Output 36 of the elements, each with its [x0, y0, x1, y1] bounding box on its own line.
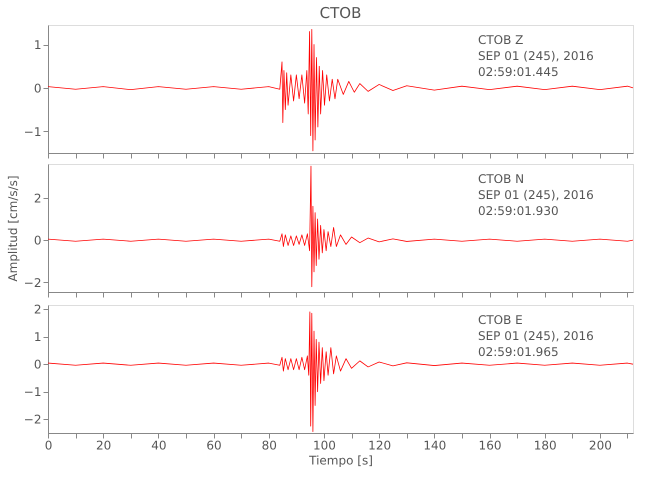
y-tick-label: −2	[24, 412, 42, 427]
y-tick-label: 0	[34, 358, 42, 372]
x-tick-label: 180	[534, 438, 557, 452]
annotation: SEP 01 (245), 2016	[478, 188, 594, 202]
annotation: SEP 01 (245), 2016	[478, 49, 594, 63]
y-tick-label: 2	[34, 302, 42, 317]
annotation: 02:59:01.965	[478, 345, 559, 359]
y-tick-label: −1	[24, 124, 42, 139]
chart-title: CTOB	[320, 4, 362, 22]
y-tick-label: 0	[34, 81, 42, 96]
x-tick-label: 0	[44, 438, 52, 452]
y-axis-title: Amplitud [cm/s/s]	[6, 175, 20, 282]
x-tick-label: 160	[478, 438, 502, 452]
x-tick-label: 40	[151, 438, 167, 452]
x-tick-label: 200	[588, 438, 612, 452]
x-tick-label: 20	[96, 438, 112, 452]
y-tick-label: −2	[24, 276, 42, 290]
y-tick-label: 1	[34, 330, 42, 344]
annotation: SEP 01 (245), 2016	[478, 329, 594, 343]
annotation: CTOB Z	[478, 33, 524, 47]
y-tick-label: −1	[24, 385, 42, 400]
annotation: CTOB N	[478, 172, 524, 186]
x-axis-title: Tiempo [s]	[308, 454, 373, 468]
annotation: 02:59:01.930	[478, 204, 559, 218]
y-tick-label: 2	[34, 191, 42, 206]
x-tick-label: 140	[423, 438, 446, 452]
line-series	[48, 28, 634, 152]
x-tick-label: 80	[262, 438, 277, 452]
x-tick-label: 100	[312, 438, 336, 452]
y-tick-label: 1	[34, 38, 42, 52]
x-tick-label: 60	[206, 438, 222, 452]
annotation: CTOB E	[478, 313, 523, 327]
x-tick-label: 120	[368, 438, 392, 452]
y-tick-label: 0	[34, 234, 42, 248]
annotation: 02:59:01.445	[478, 65, 559, 79]
line-series	[48, 166, 634, 288]
